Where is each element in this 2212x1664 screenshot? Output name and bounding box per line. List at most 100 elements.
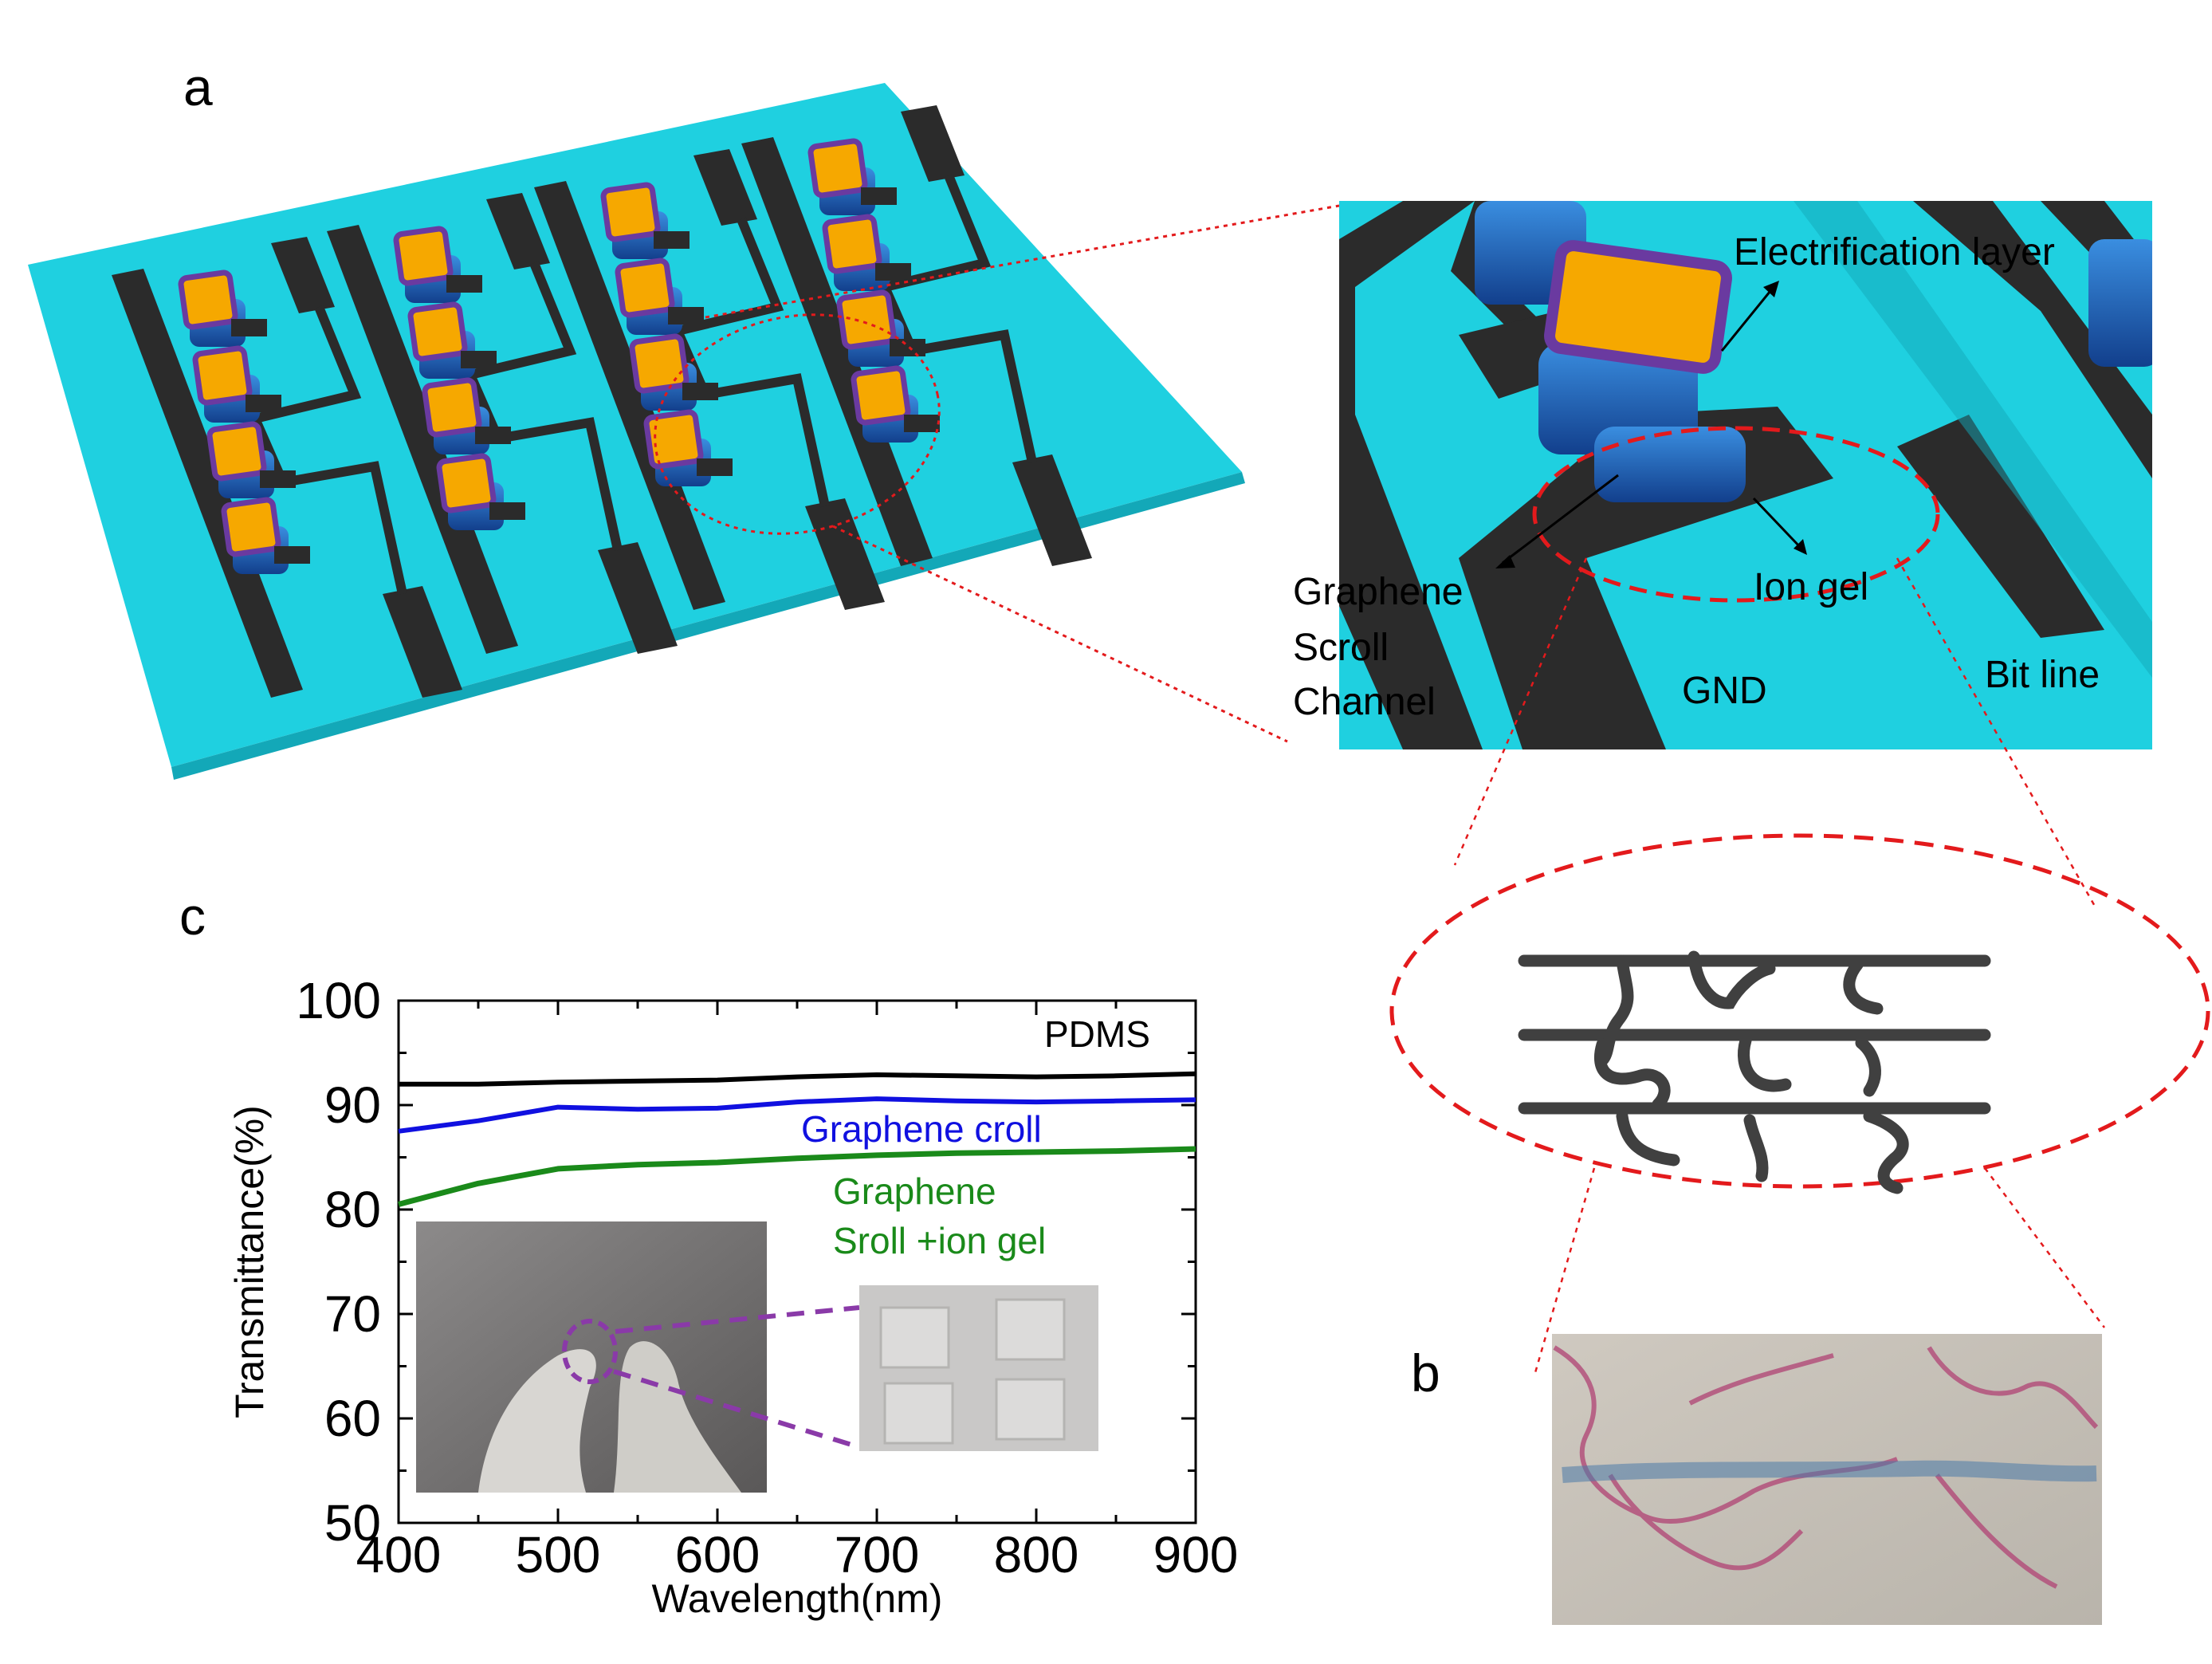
contact-electrode	[274, 546, 310, 564]
contact-electrode	[890, 339, 925, 356]
electrification-pad	[422, 377, 482, 438]
electrification-pad	[407, 301, 468, 362]
trace	[248, 305, 407, 596]
label-gnd: GND	[1682, 670, 1767, 712]
series-label: Graphene croll	[801, 1108, 1042, 1150]
y-tick-label: 50	[324, 1494, 381, 1552]
arrow-channel	[1502, 474, 1619, 565]
micrograph-flake-edge	[1608, 1473, 1804, 1571]
electrification-pad	[221, 497, 281, 557]
inset-circle	[562, 1319, 618, 1384]
bit-line-electrode	[805, 498, 885, 610]
micrograph-flake-edge	[1688, 1353, 1834, 1406]
bit-line-electrode	[1012, 454, 1092, 566]
zoom-line-top	[705, 204, 1340, 319]
electrification-pad	[206, 421, 267, 482]
rail-electrode	[741, 137, 933, 566]
graphene-scroll	[1616, 1110, 1680, 1166]
arrow-electrification-head	[1763, 281, 1779, 297]
contact-electrode	[461, 351, 497, 368]
label-graphene-line1-outer: Graphene	[1293, 571, 1464, 613]
series-line	[398, 1146, 1196, 1207]
micrograph-image	[1552, 1334, 2102, 1625]
panel-c-letter: c	[179, 887, 206, 946]
zoom-electrification-pad	[1544, 240, 1732, 374]
series-line	[398, 1096, 1196, 1134]
y-tick-label: 80	[324, 1181, 381, 1238]
connector-right	[1896, 557, 2098, 910]
zoom-source-circle	[654, 313, 941, 535]
bit-line-electrode	[383, 586, 462, 698]
y-tick-label: 100	[296, 972, 381, 1029]
series-label: Graphene	[833, 1170, 996, 1212]
contact-electrode	[904, 415, 940, 432]
label-graphene-line2-outer: Scroll	[1293, 627, 1389, 669]
electrification-pad	[178, 269, 238, 330]
graphene-scroll	[1593, 1038, 1671, 1111]
graphene-scroll	[1596, 954, 1634, 1067]
connector-micro-right	[1984, 1167, 2105, 1328]
series-label: Sroll +ion gel	[833, 1220, 1046, 1261]
transparent-device	[879, 1306, 950, 1369]
x-tick-label: 800	[994, 1526, 1079, 1583]
micrograph-flake-edge	[1935, 1473, 2058, 1589]
zoom-bitline-electrode	[1897, 415, 2104, 638]
contact-electrode	[475, 427, 511, 444]
connector-left	[1453, 557, 1588, 866]
electrification-pad	[192, 345, 253, 406]
bit-line-electrode	[486, 193, 550, 269]
electrification-pad	[822, 214, 882, 274]
bit-line-electrode	[598, 542, 678, 654]
electrification-pad	[851, 365, 911, 426]
arrow-ion-gel-head	[1794, 539, 1807, 555]
graphene-scroll	[1863, 1110, 1909, 1194]
y-tick-label: 70	[324, 1285, 381, 1343]
y-tick-label: 60	[324, 1390, 381, 1447]
graphene-scroll	[1743, 1114, 1769, 1182]
photo-inset	[416, 1221, 1098, 1493]
panel-a-letter: a	[183, 57, 213, 116]
micrograph-flake-edge	[1927, 1346, 2099, 1430]
graphene-scroll	[1843, 958, 1884, 1015]
transparent-device	[995, 1298, 1066, 1361]
contact-electrode	[875, 263, 911, 281]
zoom-gel-right	[2088, 239, 2152, 367]
electrification-pad	[629, 333, 690, 394]
label-graphene-line2: Scroll	[1293, 627, 1389, 669]
micrograph-scroll-band	[1562, 1460, 2097, 1483]
glove-hand	[478, 1349, 596, 1493]
label-graphene-line1: Graphene	[1293, 571, 1464, 613]
substrate-edge	[171, 472, 1245, 780]
trace	[463, 261, 623, 552]
contact-electrode	[861, 187, 897, 205]
contact-electrode	[489, 502, 525, 520]
graphene-scroll	[1737, 1034, 1792, 1092]
transmittance-chart: 50 60 70 80 90 100 400 500 600 700 800 900 Wavelengt…	[227, 972, 1238, 1621]
inset-zoom-line	[615, 1305, 860, 1334]
device-columns	[112, 105, 1092, 698]
label-electrification-layer: Electrification layer	[1734, 231, 2055, 273]
rail-electrode	[112, 269, 303, 698]
zoom-left-labels: Graphene Scroll Channel	[1293, 571, 1464, 723]
schematic-ellipse	[1389, 833, 2210, 1189]
zoom-bitline-electrode	[1913, 201, 2152, 478]
transparent-device	[995, 1378, 1066, 1441]
trace	[878, 173, 1037, 464]
transparent-device	[883, 1382, 954, 1445]
contact-electrode	[682, 383, 718, 400]
contact-electrode	[231, 319, 267, 336]
panel-c: c 50 60 70 80 90 100 400 500 600 700 800 900 Wavelen…	[179, 887, 1238, 1621]
x-axis-label: Wavelength(nm)	[652, 1576, 943, 1621]
electrification-pad	[600, 182, 661, 242]
x-tick-label: 400	[356, 1526, 442, 1583]
electrification-pad	[615, 258, 675, 318]
y-axis-label: Transmittance(%)	[227, 1105, 272, 1418]
contact-electrode	[668, 307, 704, 325]
trace	[670, 217, 830, 508]
graphene-scroll	[1855, 1037, 1881, 1097]
arrow-channel-head	[1495, 555, 1515, 568]
bit-line-electrode	[901, 105, 965, 182]
inset-zoom-line	[613, 1369, 860, 1450]
zoom-electrode	[1339, 201, 1483, 749]
contact-electrode	[446, 275, 482, 293]
